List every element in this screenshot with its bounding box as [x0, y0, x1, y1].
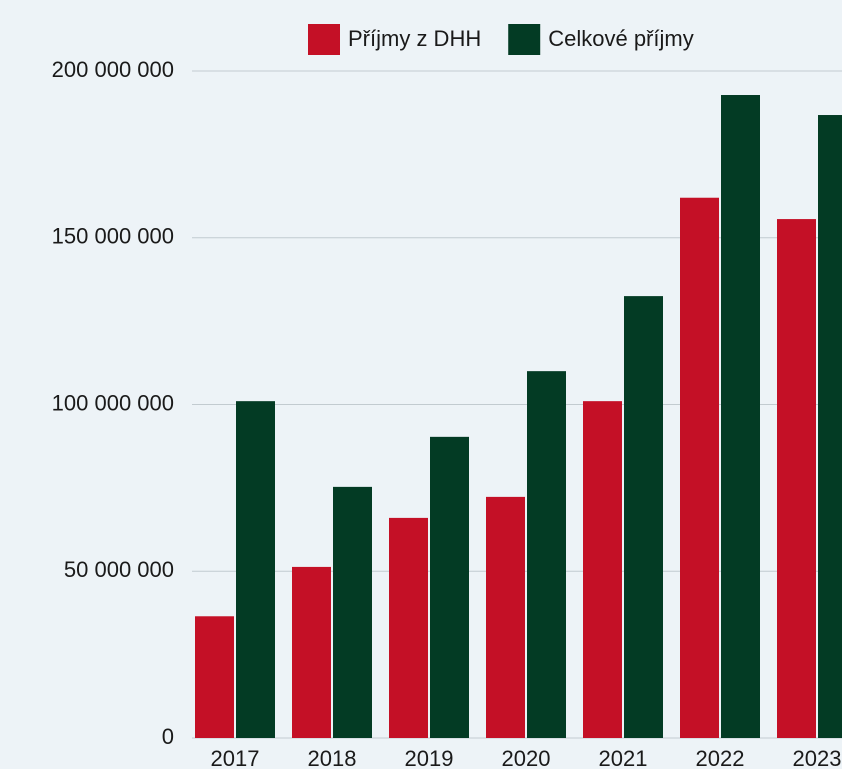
y-tick-label: 200 000 000: [52, 57, 174, 82]
bar: [486, 497, 525, 738]
bar: [583, 401, 622, 738]
y-tick-label: 150 000 000: [52, 224, 174, 249]
bar: [777, 219, 816, 738]
legend-swatch: [308, 24, 340, 55]
page: 0 50 000 000 100 000 000 150 000 000 200 000…: [0, 0, 842, 769]
bar: [430, 437, 469, 738]
legend-label: Celkové příjmy: [548, 26, 693, 51]
legend-swatch: [508, 24, 540, 55]
bar: [195, 616, 234, 738]
bar: [389, 518, 428, 738]
x-tick-label: 2022: [696, 746, 745, 769]
bar: [292, 567, 331, 738]
chart: 0 50 000 000 100 000 000 150 000 000 200 000…: [0, 0, 842, 769]
bar: [818, 115, 842, 738]
bar: [333, 487, 372, 738]
y-tick-label: 50 000 000: [64, 557, 174, 582]
y-tick-label: 0: [162, 724, 174, 749]
x-tick-label: 2021: [599, 746, 648, 769]
x-tick-label: 2018: [308, 746, 357, 769]
y-tick-label: 100 000 000: [52, 390, 174, 415]
bar: [236, 401, 275, 738]
legend-label: Příjmy z DHH: [348, 26, 481, 51]
x-tick-label: 2020: [502, 746, 551, 769]
x-tick-label: 2019: [405, 746, 454, 769]
bar: [527, 371, 566, 738]
bar: [680, 198, 719, 738]
x-tick-label: 2017: [211, 746, 260, 769]
bar: [721, 95, 760, 738]
bar: [624, 296, 663, 738]
x-tick-label: 2023: [793, 746, 842, 769]
